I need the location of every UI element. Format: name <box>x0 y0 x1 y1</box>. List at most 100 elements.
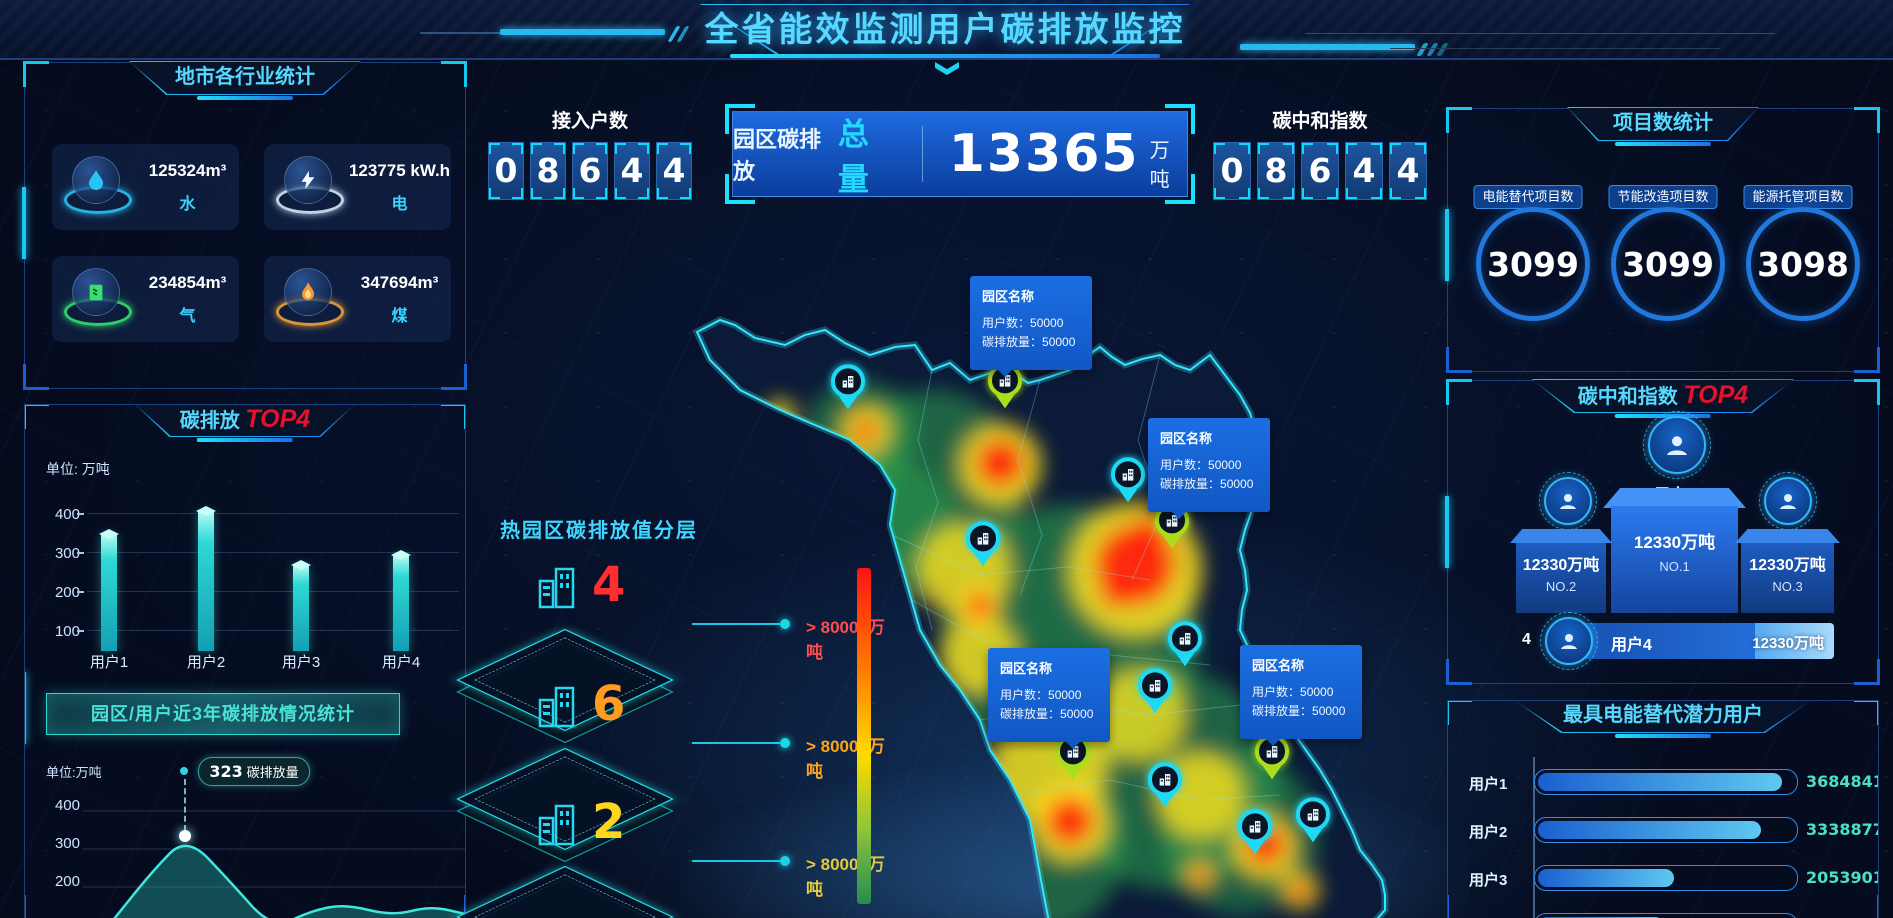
project2-count: 3099 <box>1611 207 1725 321</box>
row-bar-fill <box>1538 773 1782 791</box>
area-chart-unit: 单位:万吨 <box>46 765 102 780</box>
rank4-bar: 用户4 12330万吨 <box>1569 623 1834 659</box>
rank4-index: 4 <box>1522 631 1531 648</box>
rank3-podium: 12330万吨 NO.3 <box>1741 543 1834 613</box>
water-icon-wrap <box>52 152 136 222</box>
area-tick-200: 200 <box>54 873 80 890</box>
map-tooltip: 园区名称 用户数：50000 碳排放量：50000 <box>988 648 1110 749</box>
access-count-label: 接入户数 <box>551 111 628 132</box>
lightning-icon <box>284 156 332 204</box>
row-bar-fill <box>1538 869 1675 887</box>
user3-avatar <box>1539 472 1597 530</box>
tooltip-title: 园区名称 <box>1000 661 1053 676</box>
potential-row-user4: 用户4 <box>1448 913 1878 918</box>
marker-value: 323 <box>209 762 243 781</box>
bar-user4[interactable] <box>393 555 409 651</box>
header-deco-line <box>420 32 570 34</box>
park-map-pin[interactable] <box>964 521 1002 573</box>
building-icon <box>1168 621 1202 656</box>
digit-box: 4 <box>1389 142 1427 200</box>
row-value: 2053901 <box>1806 868 1879 887</box>
electricity-icon-wrap <box>264 152 348 222</box>
y-tick-100: 100 <box>54 623 80 640</box>
panel-side-accent <box>1445 208 1449 281</box>
marker-label: 碳排放量 <box>246 765 299 780</box>
coal-icon-wrap <box>264 264 348 334</box>
gas-label: 气 <box>179 307 196 325</box>
building-icon <box>1138 668 1172 703</box>
x-label-user2: 用户2 <box>186 654 226 671</box>
buildings-icon <box>536 565 580 616</box>
bar-user2[interactable] <box>198 511 214 651</box>
bar-user3[interactable] <box>293 565 309 651</box>
divider <box>921 126 923 182</box>
carbon-top4-title: 碳排放 TOP4 <box>134 405 356 438</box>
park-map-pin[interactable] <box>1146 762 1184 814</box>
electricity-label: 电 <box>391 195 408 213</box>
park-map-pin[interactable] <box>829 364 867 416</box>
bar-user1[interactable] <box>101 534 117 651</box>
row-bar-track <box>1534 769 1798 795</box>
x-label-user4: 用户4 <box>381 654 421 671</box>
building-icon <box>966 521 1000 556</box>
hbar-axis-line <box>1533 757 1535 918</box>
project-stats-title: 项目数统计 <box>1613 112 1713 134</box>
heat-layer-legend-title: 热园区碳排放值分层 <box>500 520 698 542</box>
flame-icon <box>284 268 332 316</box>
panel-project-stats: 项目数统计 电能替代项目数 3099 节能改造项目数 3099 能源托管项目数 … <box>1445 107 1880 373</box>
rank4-bar-highlight <box>1754 623 1834 659</box>
panel-side-accent <box>25 672 26 745</box>
three-year-stats-button[interactable]: 园区/用户近3年碳排放情况统计 <box>46 693 400 735</box>
area-tick-300: 300 <box>54 835 80 852</box>
total-value: 13365 <box>948 124 1140 184</box>
rank1-value: 12330万吨 <box>1633 533 1716 552</box>
map-tooltip: 园区名称 用户数：50000 碳排放量：50000 <box>1240 645 1362 746</box>
area-line <box>113 844 465 918</box>
park-map-pin[interactable] <box>1236 809 1274 861</box>
marker-dashed-line <box>184 779 186 831</box>
plate-bg <box>130 62 360 94</box>
plate-underline <box>1615 142 1711 146</box>
tooltip-carbon: 碳排放量：50000 <box>1000 707 1094 721</box>
x-label-user1: 用户1 <box>89 654 129 671</box>
plate-underline <box>197 438 293 442</box>
tooltip-users: 用户数：50000 <box>1160 458 1242 472</box>
water-label: 水 <box>179 195 196 213</box>
connector-line <box>692 742 780 744</box>
gas-icon <box>72 268 120 316</box>
area-peak-dot <box>179 830 191 842</box>
area-marker-pill: 323 碳排放量 <box>198 757 310 786</box>
user4-avatar <box>1540 612 1598 670</box>
stat-card-water: 125324m³ 水 <box>52 144 239 230</box>
x-label-user3: 用户3 <box>281 654 321 671</box>
park-map-pin[interactable] <box>1294 797 1332 849</box>
panel-carbon-top4: 碳排放 TOP4 单位: 万吨 400 300 200 100 用户1 用户2 … <box>24 404 466 918</box>
project3-count: 3098 <box>1746 207 1860 321</box>
total-unit: 万吨 <box>1149 140 1170 191</box>
user1-avatar <box>1643 411 1711 479</box>
tooltip-users: 用户数：50000 <box>1000 688 1082 702</box>
building-icon <box>831 364 865 399</box>
neutral-top4-title: 碳中和指数 TOP4 <box>1532 379 1794 414</box>
park-map-pin[interactable] <box>1109 457 1147 509</box>
rank2-rank: NO.2 <box>1545 579 1577 594</box>
building-icon <box>1148 762 1182 797</box>
neutral-top4-highlight: TOP4 <box>1683 381 1749 409</box>
project3-label: 能源托管项目数 <box>1743 185 1853 209</box>
tooltip-users: 用户数：50000 <box>1252 685 1334 699</box>
rank3-rank: NO.3 <box>1772 579 1803 594</box>
row-user-label: 用户1 <box>1469 776 1508 793</box>
panel-industry-stats: 地市各行业统计 125324m³ 水 123775 kW.h 电 <box>22 61 467 390</box>
total-label-strong: 总量 <box>837 117 869 197</box>
neutral-index-digits: 0 8 6 4 4 <box>1213 142 1427 200</box>
area-tick-400: 400 <box>54 797 80 814</box>
row-bar-track <box>1534 817 1798 843</box>
rank4-user: 用户4 <box>1611 637 1652 654</box>
park-map-pin[interactable] <box>1136 668 1174 720</box>
digit-box: 0 <box>1213 142 1251 200</box>
layer1-count: 4 <box>592 557 626 613</box>
province-outline <box>695 318 1386 918</box>
digit-box: 6 <box>1301 142 1339 200</box>
area-fill <box>114 846 465 918</box>
park-map-pin[interactable] <box>1166 621 1204 673</box>
